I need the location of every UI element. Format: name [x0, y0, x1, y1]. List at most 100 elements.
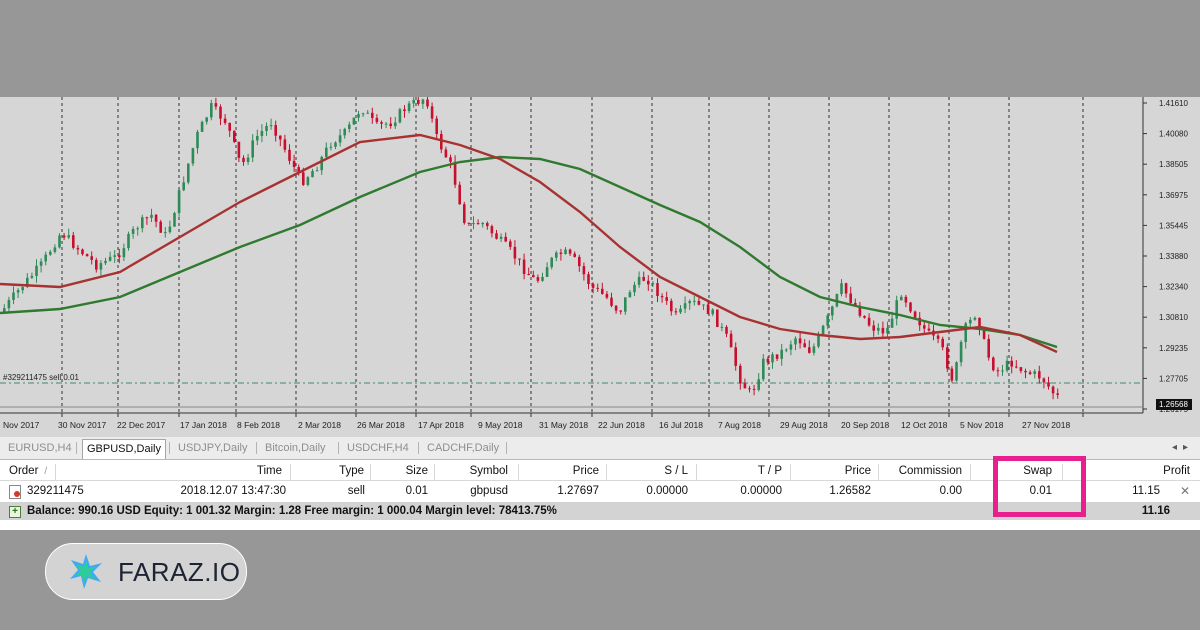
price-axis-label: 1.29235 — [1159, 344, 1188, 353]
col-divider — [434, 464, 435, 481]
candle-body — [821, 325, 825, 335]
candle-body — [292, 160, 296, 168]
current-price-label: 1.26568 — [1159, 400, 1188, 409]
tab-usdchf-h4[interactable]: USDCHF,H4 — [347, 442, 409, 454]
candle-body — [633, 284, 636, 293]
col-current-price[interactable]: Price — [844, 465, 871, 477]
candle-body — [67, 235, 70, 238]
date-axis-label: 17 Jan 2018 — [180, 420, 227, 430]
tab-eurusd-h4[interactable]: EURUSD,H4 — [8, 442, 72, 454]
col-tp[interactable]: T / P — [757, 465, 782, 477]
candle-body — [720, 326, 724, 328]
candle-body — [752, 388, 756, 390]
col-size[interactable]: Size — [405, 465, 428, 477]
current-price-box — [1156, 399, 1192, 410]
col-swap[interactable]: Swap — [1023, 465, 1052, 477]
col-symbol[interactable]: Symbol — [469, 465, 508, 477]
chart-canvas[interactable]: #329211475 sell 0.01 1.41610 1.40080 1.3850… — [0, 97, 1200, 437]
candle-body — [375, 117, 379, 123]
candle-body — [223, 118, 227, 123]
candle-body — [288, 149, 291, 161]
candle-body — [568, 249, 572, 254]
candle-body — [150, 214, 153, 218]
order-line-label: #329211475 sell 0.01 — [3, 373, 79, 382]
candle-body — [647, 280, 650, 285]
date-axis-label: 2 Mar 2018 — [298, 420, 341, 430]
candle-body — [141, 217, 144, 229]
candle-body — [311, 171, 314, 178]
candle-body — [449, 157, 452, 162]
candle-body — [973, 317, 977, 320]
candle-body — [458, 184, 461, 205]
col-type[interactable]: Type — [339, 465, 364, 477]
col-commission[interactable]: Commission — [898, 465, 962, 477]
price-axis-label: 1.33880 — [1159, 252, 1188, 261]
candle-body — [872, 325, 875, 331]
candle-body — [329, 146, 333, 148]
date-axis-label: 12 Oct 2018 — [901, 420, 948, 430]
candle-body — [660, 295, 664, 298]
tab-scroll-arrows-icon[interactable]: ◂▸ — [1171, 442, 1194, 453]
date-axis-label: 30 Nov 2017 — [58, 420, 106, 430]
price-axis-label: 1.40080 — [1159, 130, 1188, 139]
candle-body — [716, 309, 719, 327]
candle-body — [118, 255, 121, 258]
swap-highlight-box — [993, 456, 1086, 517]
col-divider — [790, 464, 791, 481]
col-time[interactable]: Time — [256, 465, 282, 477]
col-order[interactable]: Order / — [9, 465, 48, 477]
order-commission: 0.00 — [939, 485, 962, 497]
candle-body — [168, 226, 172, 233]
terminal-trade-table: Order / Time Type Size Symbol Price S / L… — [0, 460, 1200, 530]
candle-body — [904, 296, 908, 303]
col-sl[interactable]: S / L — [664, 465, 688, 477]
candle-body — [177, 190, 181, 213]
candle-body — [941, 338, 944, 348]
candle-body — [417, 99, 420, 104]
candle-body — [969, 319, 972, 324]
candle-body — [670, 300, 673, 312]
col-divider — [518, 464, 519, 481]
col-price[interactable]: Price — [572, 465, 599, 477]
candle-body — [913, 311, 917, 318]
tab-usdjpy-daily[interactable]: USDJPY,Daily — [178, 442, 248, 454]
candle-body — [159, 221, 162, 233]
candle-body — [927, 328, 931, 331]
candle-body — [26, 277, 29, 288]
candle-body — [108, 256, 112, 261]
candle-body — [909, 302, 912, 312]
candle-body — [624, 297, 627, 312]
candle-body — [614, 305, 618, 311]
candle-body — [104, 260, 107, 264]
candle-body — [403, 109, 406, 112]
tab-bitcoin-daily[interactable]: Bitcoin,Daily — [265, 442, 326, 454]
candle-body — [164, 232, 167, 234]
candle-body — [228, 122, 231, 131]
candle-body — [495, 233, 498, 239]
col-profit[interactable]: Profit — [1163, 465, 1190, 477]
candle-body — [380, 122, 383, 124]
close-order-icon[interactable]: ✕ — [1180, 484, 1191, 498]
candle-body — [338, 135, 342, 143]
order-symbol: gbpusd — [470, 485, 508, 497]
col-divider — [1062, 464, 1063, 481]
price-chart[interactable]: #329211475 sell 0.01 1.41610 1.40080 1.3850… — [0, 97, 1200, 437]
candle-body — [210, 103, 213, 118]
price-axis-label: 1.36975 — [1159, 191, 1188, 200]
tab-cadchf-daily[interactable]: CADCHF,Daily — [427, 442, 500, 454]
tab-gbpusd-daily[interactable]: GBPUSD,Daily — [82, 439, 166, 459]
table-row[interactable]: 329211475 2018.12.07 13:47:30 sell 0.01 … — [0, 481, 1200, 501]
candle-body — [513, 246, 517, 259]
candle-body — [481, 223, 484, 225]
candle-body — [131, 228, 135, 234]
candle-body — [518, 258, 521, 260]
price-axis-label: 1.35445 — [1159, 221, 1188, 230]
order-open-price: 1.27697 — [557, 485, 599, 497]
candle-body — [743, 383, 747, 389]
date-axis-label: Nov 2017 — [3, 420, 40, 430]
candle-body — [702, 304, 705, 306]
candle-body — [1005, 360, 1009, 371]
candle-body — [440, 134, 443, 150]
order-profit: 11.15 — [1132, 485, 1160, 497]
candle-body — [936, 335, 940, 339]
